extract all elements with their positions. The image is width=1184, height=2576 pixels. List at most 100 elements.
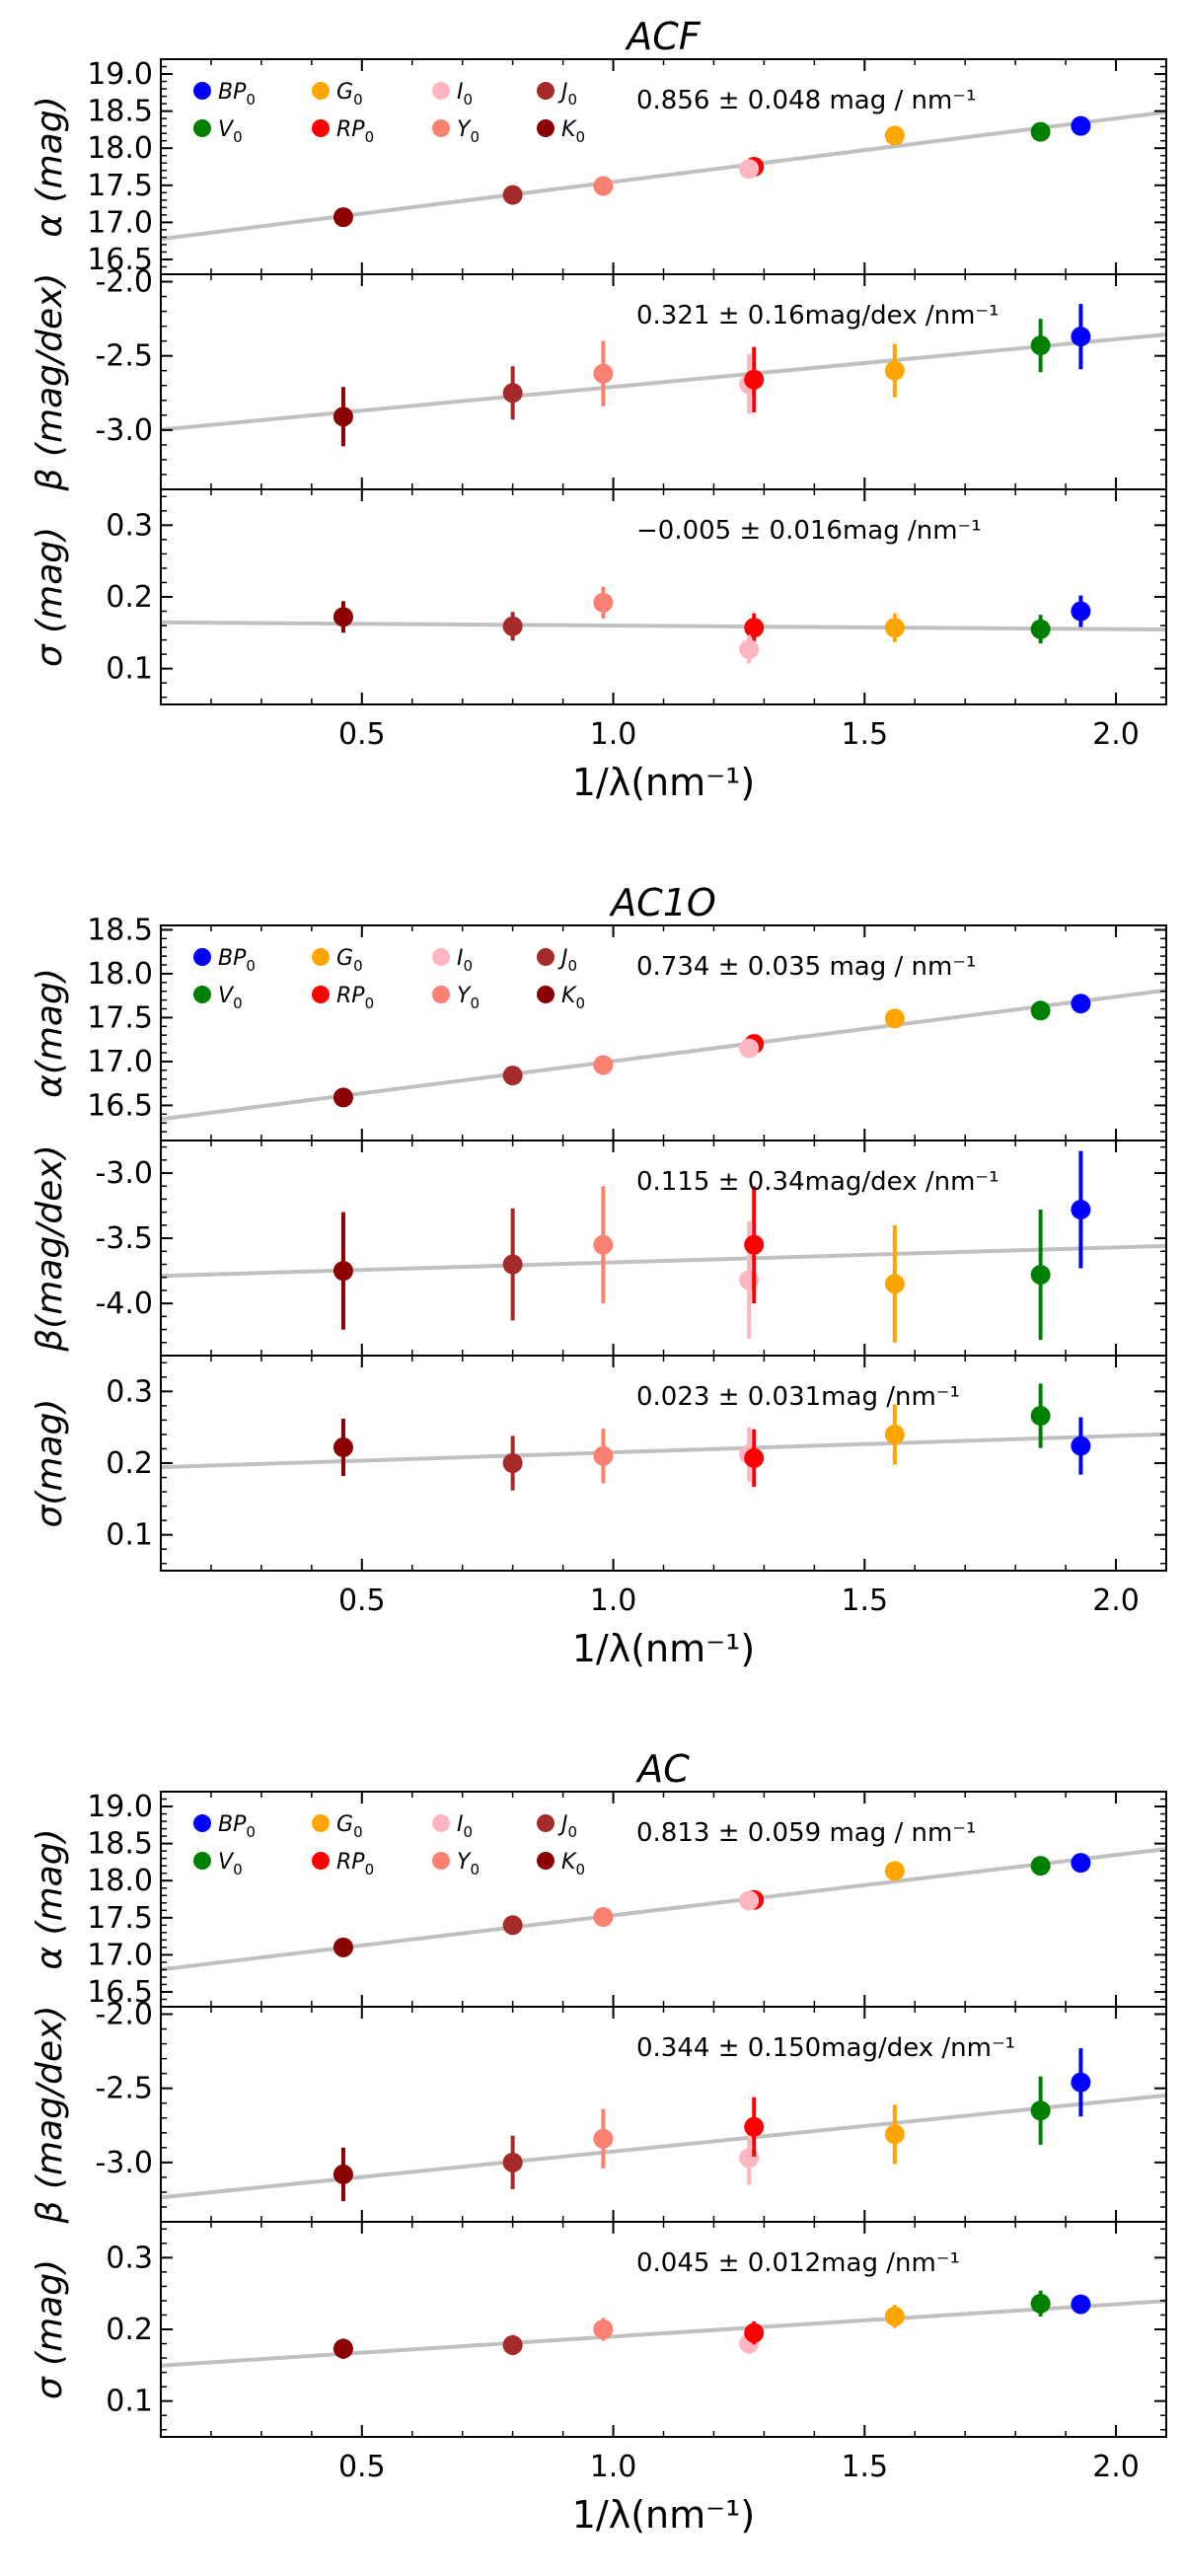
data-point-j xyxy=(502,1915,523,1936)
y-tick-label: 18.0 xyxy=(87,1864,153,1898)
legend: BP0 G0 I0 J0 V0 RP0 Y0 K0 xyxy=(193,80,585,146)
x-tick-label: 2.0 xyxy=(1092,717,1140,752)
data-point-k xyxy=(333,406,353,427)
y-tick-label: -2.0 xyxy=(95,1998,153,2032)
data-point-g xyxy=(884,1424,905,1444)
legend-label-y: Y0 xyxy=(457,117,480,146)
y-tick-label: 18.0 xyxy=(87,957,153,992)
y-axis-label: α(mag) xyxy=(30,968,70,1098)
data-point-v xyxy=(1030,1406,1051,1427)
data-point-y xyxy=(593,176,614,196)
slope-annotation: 0.023 ± 0.031mag /nm⁻¹ xyxy=(636,1382,960,1412)
y-tick-label: -3.0 xyxy=(95,1156,153,1191)
y-axis-label: β (mag/dex) xyxy=(30,2006,70,2225)
legend-marker-rp xyxy=(312,986,330,1003)
panel-sigma: 0.1 0.2 0.3 σ(mag) 0.023 ± 0.031mag /nm⁻¹ xyxy=(30,1355,1167,1572)
legend-label-k: K0 xyxy=(561,984,585,1012)
data-point-bp xyxy=(1071,2072,1091,2093)
x-tick-label: 1.5 xyxy=(841,717,888,752)
y-tick-label: 18.5 xyxy=(87,913,153,947)
data-point-j xyxy=(502,1066,523,1086)
legend-label-bp: BP0 xyxy=(218,946,256,975)
panel-sigma: 0.1 0.2 0.3 σ (mag) 0.045 ± 0.012mag /nm⁻¹ xyxy=(30,2221,1167,2438)
panel-alpha: 16.5 17.0 17.5 18.0 18.5 α(mag) 0.734 ± 0.035 … xyxy=(30,913,1167,1141)
data-point-g xyxy=(884,2306,905,2326)
legend-label-i: I0 xyxy=(457,946,473,975)
y-tick-label: 18.0 xyxy=(87,131,153,166)
y-tick-label: -2.0 xyxy=(95,265,153,300)
y-tick-label: 0.2 xyxy=(106,1446,153,1481)
legend-marker-v xyxy=(193,986,211,1003)
x-tick-label: 1.0 xyxy=(590,2450,637,2484)
legend-label-rp: RP0 xyxy=(336,1850,374,1878)
legend-marker-j xyxy=(537,82,555,100)
y-tick-label: -4.0 xyxy=(95,1287,153,1321)
x-tick-label: 0.5 xyxy=(338,1583,386,1618)
data-point-k xyxy=(333,1937,353,1957)
legend-marker-k xyxy=(537,986,555,1003)
legend-marker-j xyxy=(537,948,555,966)
legend: BP0 G0 I0 J0 V0 RP0 Y0 K0 xyxy=(193,946,585,1012)
y-tick-label: -3.5 xyxy=(95,1221,153,1256)
legend-label-j: J0 xyxy=(557,80,577,109)
legend-marker-i xyxy=(432,1814,450,1832)
y-tick-label: 17.5 xyxy=(87,169,153,203)
data-point-k xyxy=(333,607,353,627)
y-axis-label: σ (mag) xyxy=(30,2259,70,2399)
y-tick-label: -3.0 xyxy=(95,2146,153,2180)
data-point-v xyxy=(1030,619,1051,639)
data-point-g xyxy=(884,2124,905,2145)
data-point-g xyxy=(884,1274,905,1294)
y-tick-label: 0.1 xyxy=(106,652,153,687)
legend: BP0 G0 I0 J0 V0 RP0 Y0 K0 xyxy=(193,1812,585,1878)
y-axis-label: α (mag) xyxy=(30,96,70,237)
y-tick-label: 17.5 xyxy=(87,1901,153,1936)
legend-label-g: G0 xyxy=(336,946,363,975)
legend-marker-bp xyxy=(193,948,211,966)
data-point-i xyxy=(739,639,760,660)
data-point-y xyxy=(593,1234,614,1255)
y-tick-label: 17.0 xyxy=(87,1938,153,1972)
legend-marker-rp xyxy=(312,1852,330,1870)
y-tick-label: 17.0 xyxy=(87,205,153,240)
y-axis-label: β (mag/dex) xyxy=(30,273,70,492)
fit-line xyxy=(161,332,1166,432)
data-point-rp xyxy=(744,369,765,390)
legend-label-rp: RP0 xyxy=(336,117,374,146)
legend-marker-k xyxy=(537,119,555,137)
legend-marker-i xyxy=(432,82,450,100)
y-tick-label: 19.0 xyxy=(87,57,153,92)
data-point-v xyxy=(1030,335,1051,356)
data-point-k xyxy=(333,2338,353,2359)
data-point-y xyxy=(593,1055,614,1075)
data-point-j xyxy=(502,2152,523,2172)
legend-label-k: K0 xyxy=(561,117,585,146)
data-point-y xyxy=(593,2128,614,2149)
data-point-g xyxy=(884,1008,905,1029)
legend-marker-j xyxy=(537,1814,555,1832)
legend-marker-y xyxy=(432,119,450,137)
data-point-j xyxy=(502,184,523,205)
x-tick-label: 2.0 xyxy=(1092,1583,1140,1618)
chart-ac-group: AC 16.517.017.518.018.519.0 α (mag) 0.813 ±… xyxy=(30,1747,1167,2537)
panel-sigma: 0.1 0.2 0.3 σ (mag) −0.005 ± 0.016mag /nm⁻¹ xyxy=(30,488,1167,705)
data-point-rp xyxy=(744,1234,765,1255)
data-point-y xyxy=(593,1445,614,1466)
data-point-j xyxy=(502,2334,523,2355)
fit-line xyxy=(161,620,1166,632)
y-tick-label: 0.1 xyxy=(106,2385,153,2419)
chart-acf-group: ACF 16.517.017.518.018.519.0 α (mag) 0.856 … xyxy=(30,15,1167,804)
legend-marker-bp xyxy=(193,82,211,100)
data-point-v xyxy=(1030,2293,1051,2314)
legend-marker-bp xyxy=(193,1814,211,1832)
slope-annotation: 0.115 ± 0.34mag/dex /nm⁻¹ xyxy=(636,1167,999,1197)
legend-marker-i xyxy=(432,948,450,966)
legend-label-j: J0 xyxy=(557,1812,577,1841)
legend-marker-g xyxy=(312,82,330,100)
x-tick-label: 0.5 xyxy=(338,2450,386,2484)
data-point-j xyxy=(502,383,523,404)
slope-annotation: 0.734 ± 0.035 mag / nm⁻¹ xyxy=(636,952,976,982)
legend-label-rp: RP0 xyxy=(336,984,374,1012)
legend-label-y: Y0 xyxy=(457,984,480,1012)
